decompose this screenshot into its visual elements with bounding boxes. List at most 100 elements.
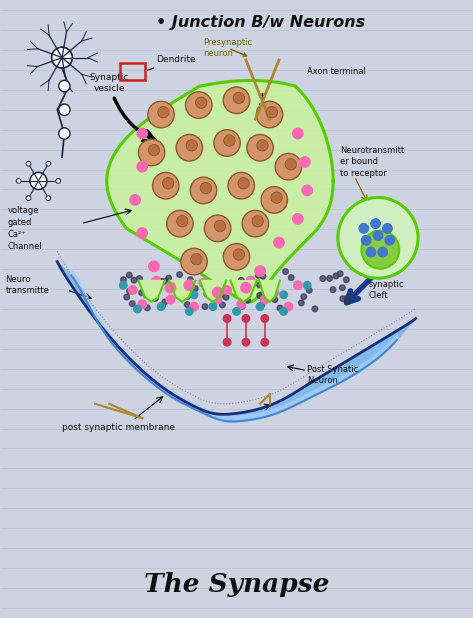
Circle shape xyxy=(163,279,168,284)
Circle shape xyxy=(330,287,336,292)
Circle shape xyxy=(213,295,222,304)
Circle shape xyxy=(137,161,148,172)
Circle shape xyxy=(212,287,223,298)
Circle shape xyxy=(149,261,159,271)
Circle shape xyxy=(246,276,255,285)
Circle shape xyxy=(359,224,368,233)
Circle shape xyxy=(237,291,245,298)
Circle shape xyxy=(181,248,207,275)
Circle shape xyxy=(129,286,137,294)
Circle shape xyxy=(241,282,251,293)
Circle shape xyxy=(131,277,137,283)
Circle shape xyxy=(371,219,380,229)
Circle shape xyxy=(224,135,235,146)
Circle shape xyxy=(255,273,261,278)
Circle shape xyxy=(233,308,240,315)
Circle shape xyxy=(320,276,326,281)
Circle shape xyxy=(139,139,165,166)
Circle shape xyxy=(214,220,226,232)
Circle shape xyxy=(272,297,278,302)
Circle shape xyxy=(261,295,269,304)
Circle shape xyxy=(284,302,293,311)
Circle shape xyxy=(162,177,174,189)
Circle shape xyxy=(271,192,282,203)
Circle shape xyxy=(344,295,350,301)
Text: synaptic
Cleft: synaptic Cleft xyxy=(368,280,404,300)
Circle shape xyxy=(223,315,231,322)
Circle shape xyxy=(219,302,225,308)
Circle shape xyxy=(385,235,394,245)
Circle shape xyxy=(139,290,144,295)
Circle shape xyxy=(307,287,312,293)
Polygon shape xyxy=(259,281,280,302)
Circle shape xyxy=(46,161,51,166)
Circle shape xyxy=(137,228,148,239)
Circle shape xyxy=(261,315,269,322)
Circle shape xyxy=(366,247,376,257)
Circle shape xyxy=(218,292,223,298)
Circle shape xyxy=(259,302,265,307)
Circle shape xyxy=(159,279,165,284)
Circle shape xyxy=(277,305,283,311)
Polygon shape xyxy=(139,281,165,302)
Circle shape xyxy=(242,210,269,237)
Circle shape xyxy=(59,104,70,116)
Circle shape xyxy=(126,273,132,278)
Circle shape xyxy=(166,210,193,237)
Circle shape xyxy=(200,182,211,193)
Circle shape xyxy=(190,177,217,204)
Circle shape xyxy=(270,288,279,297)
Text: Neurotransmitt
er bound
to receptor: Neurotransmitt er bound to receptor xyxy=(340,146,404,177)
Circle shape xyxy=(184,294,190,299)
Circle shape xyxy=(233,282,238,288)
Circle shape xyxy=(223,294,229,300)
Circle shape xyxy=(239,303,245,309)
Circle shape xyxy=(361,231,399,269)
Text: Synaptic
vesicle: Synaptic vesicle xyxy=(89,74,155,141)
Circle shape xyxy=(153,286,158,291)
Circle shape xyxy=(186,140,197,151)
Circle shape xyxy=(193,286,198,291)
Circle shape xyxy=(223,286,231,294)
Circle shape xyxy=(158,279,164,285)
Circle shape xyxy=(46,196,51,201)
Circle shape xyxy=(127,288,132,294)
Circle shape xyxy=(233,92,245,104)
Circle shape xyxy=(223,87,250,114)
Circle shape xyxy=(165,282,175,293)
Circle shape xyxy=(312,306,318,311)
Circle shape xyxy=(214,130,240,156)
Circle shape xyxy=(152,276,160,285)
Circle shape xyxy=(189,290,195,296)
Circle shape xyxy=(344,298,350,304)
Polygon shape xyxy=(107,80,333,302)
Circle shape xyxy=(26,161,31,166)
Text: The Synapse: The Synapse xyxy=(144,572,329,596)
Circle shape xyxy=(143,291,151,298)
Circle shape xyxy=(214,281,221,289)
Circle shape xyxy=(293,129,303,138)
Circle shape xyxy=(153,172,179,199)
Circle shape xyxy=(257,292,263,298)
Circle shape xyxy=(261,187,288,213)
Circle shape xyxy=(190,302,198,311)
Circle shape xyxy=(294,281,302,290)
Circle shape xyxy=(280,291,288,298)
Circle shape xyxy=(383,224,392,233)
Circle shape xyxy=(233,249,245,260)
Text: voltage
gated
Ca²⁺
Channel: voltage gated Ca²⁺ Channel xyxy=(8,206,43,250)
Circle shape xyxy=(162,299,167,305)
Circle shape xyxy=(177,272,183,277)
Circle shape xyxy=(157,303,165,310)
Circle shape xyxy=(275,153,302,180)
Circle shape xyxy=(209,303,217,310)
Circle shape xyxy=(137,129,148,138)
Circle shape xyxy=(257,303,263,309)
Circle shape xyxy=(343,277,349,282)
Text: Dendrite: Dendrite xyxy=(147,56,196,70)
Circle shape xyxy=(148,101,174,128)
Circle shape xyxy=(195,97,207,108)
Circle shape xyxy=(280,308,288,315)
Text: Axon terminal: Axon terminal xyxy=(307,67,366,77)
Circle shape xyxy=(159,303,165,309)
